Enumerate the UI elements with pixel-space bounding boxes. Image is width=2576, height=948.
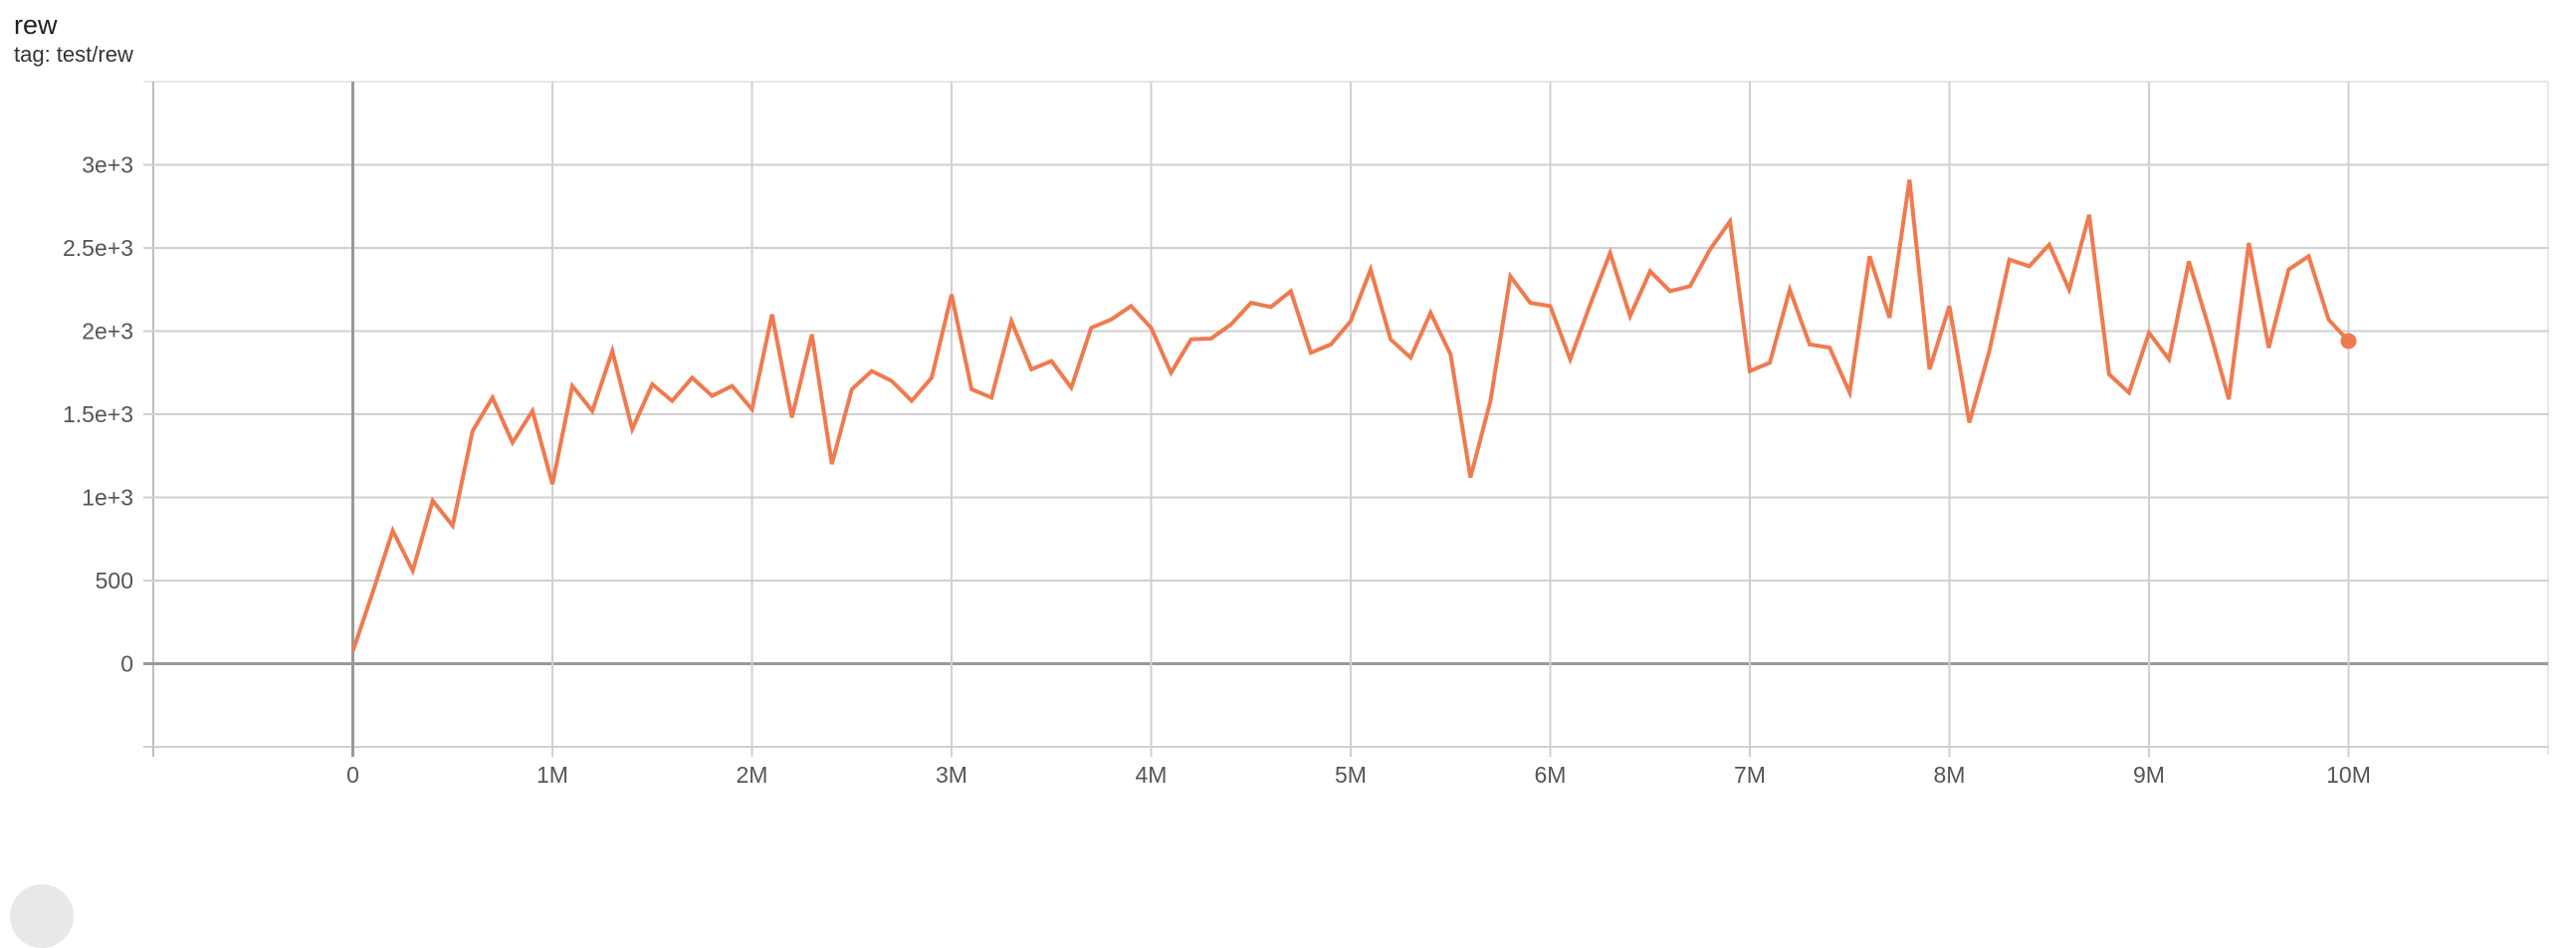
y-tick-label: 1.5e+3 bbox=[63, 401, 133, 427]
x-tick-label: 3M bbox=[936, 762, 967, 788]
y-tick-label: 500 bbox=[96, 568, 133, 593]
x-tick-label: 2M bbox=[737, 762, 768, 788]
x-tick-label: 0 bbox=[346, 762, 359, 788]
y-tick-label: 0 bbox=[120, 651, 133, 677]
x-tick-label: 10M bbox=[2326, 762, 2371, 788]
y-tick-label: 2e+3 bbox=[82, 319, 133, 345]
last-point-marker bbox=[2340, 333, 2357, 350]
x-tick-label: 7M bbox=[1734, 762, 1766, 788]
series-line bbox=[350, 179, 2350, 652]
x-tick-label: 9M bbox=[2133, 762, 2165, 788]
fit-domain-button[interactable] bbox=[10, 884, 74, 948]
x-tick-label: 6M bbox=[1535, 762, 1567, 788]
x-tick-label: 1M bbox=[537, 762, 568, 788]
x-tick-label: 4M bbox=[1136, 762, 1168, 788]
x-tick-label: 5M bbox=[1335, 762, 1367, 788]
y-tick-label: 2.5e+3 bbox=[63, 235, 133, 261]
chart-title: rew bbox=[14, 10, 58, 40]
line-chart: 0 500 1e+3 1.5e+3 2e+3 2.5e+3 3e+3 0 1M 2M 3M 4M 5M 6… bbox=[63, 81, 2549, 788]
y-tick-label: 1e+3 bbox=[82, 485, 133, 511]
y-tick-label: 3e+3 bbox=[82, 152, 133, 178]
x-tick-label: 8M bbox=[1934, 762, 1966, 788]
chart-tag: tag: test/rew bbox=[14, 42, 133, 67]
